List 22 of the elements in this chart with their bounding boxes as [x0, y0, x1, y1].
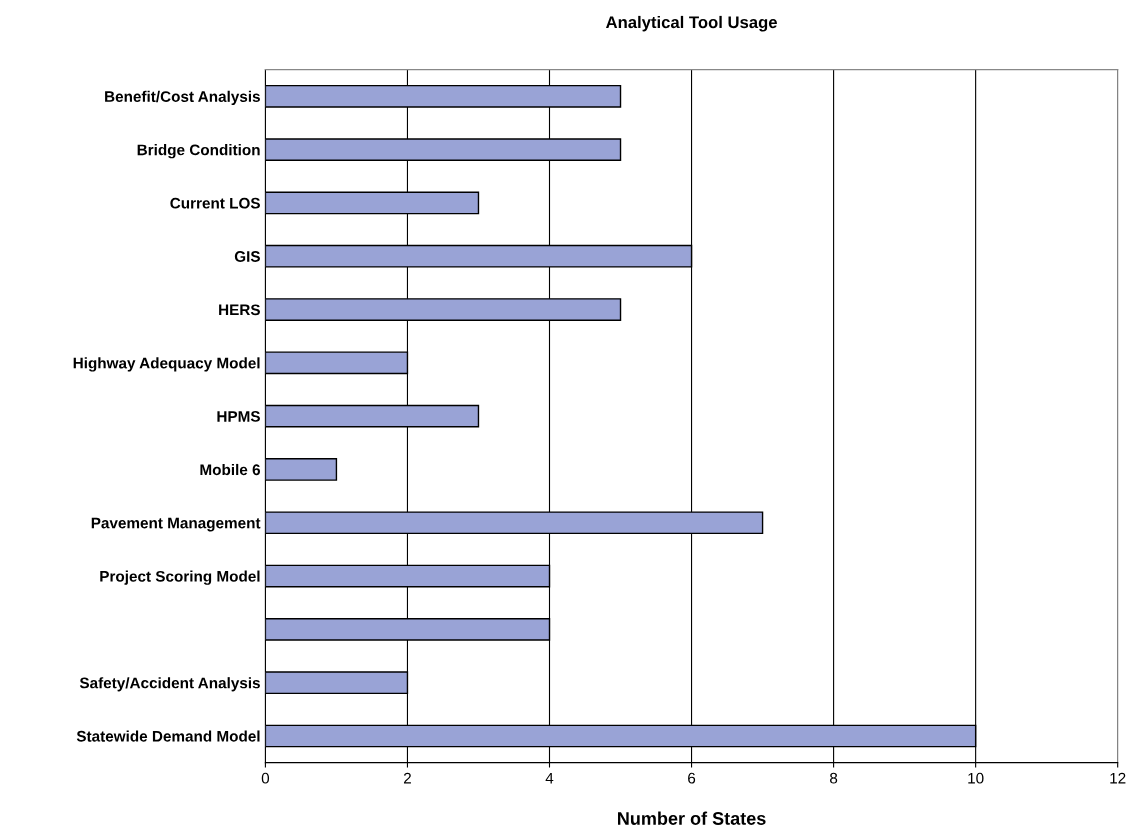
- bar: [265, 458, 338, 481]
- x-tick-label: 8: [830, 772, 838, 784]
- x-tick-label: 2: [403, 772, 411, 784]
- x-tick-label: 12: [1110, 772, 1126, 784]
- y-tick-label: HPMS: [217, 411, 260, 422]
- x-tick-label: 6: [688, 772, 696, 784]
- x-tick-label: 0: [261, 772, 270, 784]
- y-tick-label: Mobile 6: [200, 463, 260, 476]
- x-axis-title: Number of States: [618, 811, 766, 825]
- y-tick-label: Benefit/Cost Analysis: [105, 90, 260, 105]
- y-tick-label: Pavement Management: [91, 517, 261, 532]
- x-tick-label: 10: [968, 772, 984, 784]
- y-tick-label: HERS: [219, 304, 260, 316]
- y-tick-label: Bridge Condition: [137, 144, 260, 159]
- y-tick-label: GIS: [234, 251, 260, 262]
- y-tick-label: Statewide Demand Model: [76, 730, 260, 742]
- x-tick-label: 4: [545, 772, 554, 784]
- y-tick-label: Safety/Accident Analysis: [79, 677, 260, 692]
- y-tick-label: Highway Adequacy Model: [73, 357, 260, 372]
- y-tick-label: Project Scoring Model: [100, 570, 260, 585]
- chart-title: Analytical Tool Usage: [605, 15, 777, 32]
- y-tick-label: Current LOS: [170, 197, 260, 209]
